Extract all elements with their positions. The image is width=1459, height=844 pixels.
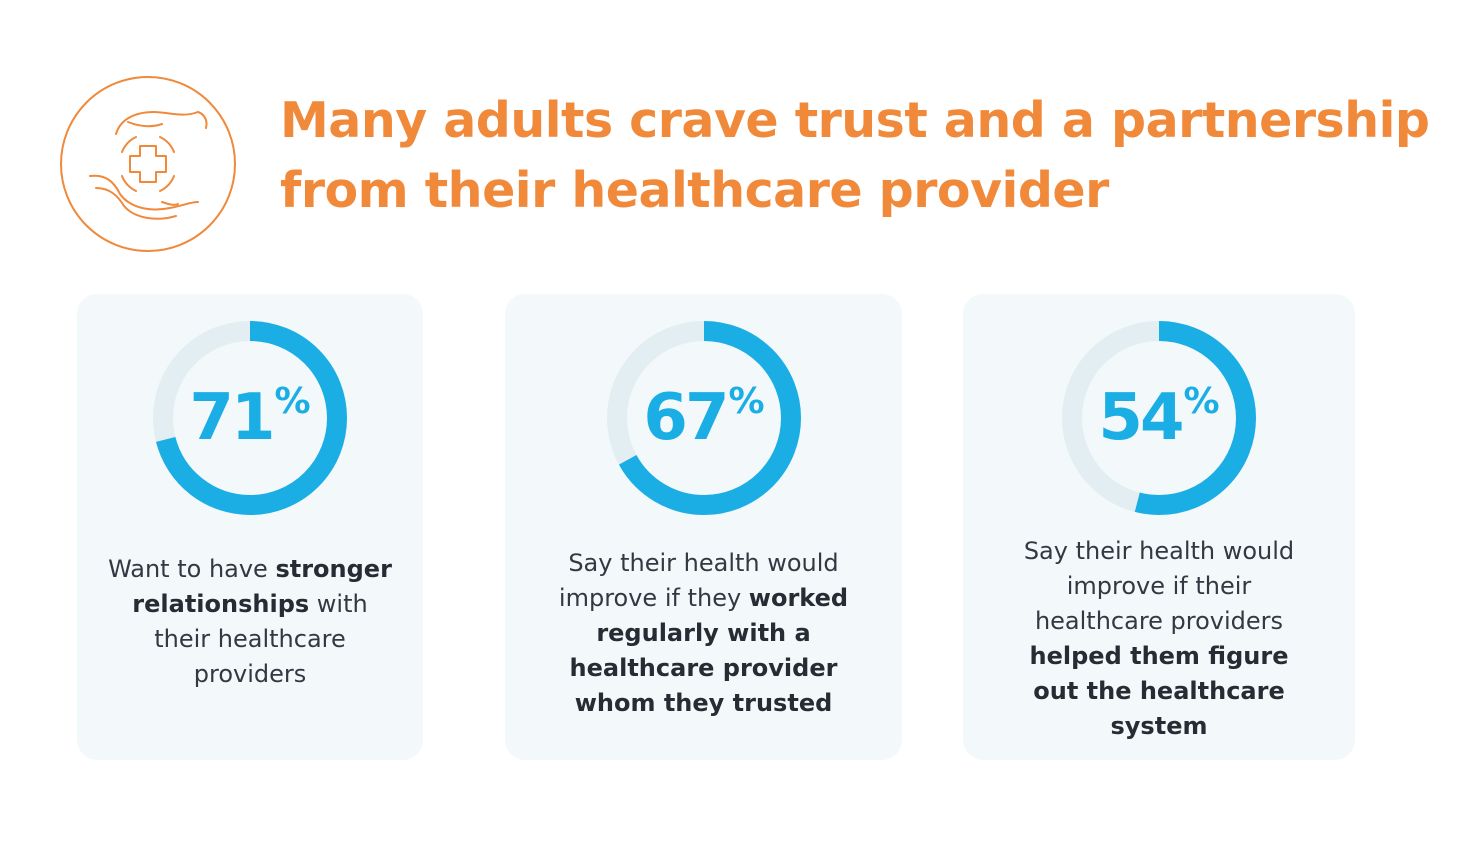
donut-value-arc-2 xyxy=(607,321,801,515)
percent-value-2: 67 xyxy=(643,381,729,455)
desc-1-part-1: Want to have xyxy=(108,555,276,583)
title-line-2: from their healthcare provider xyxy=(280,162,1109,219)
percent-value-3: 54 xyxy=(1098,381,1184,455)
percent-sign-1: % xyxy=(274,381,311,422)
stat-description-3: Say their health would improve if their … xyxy=(1009,534,1309,744)
desc-1-bold: stronger relationships xyxy=(132,555,392,618)
stat-card-3: 54% Say their health would improve if th… xyxy=(963,294,1355,760)
percent-label-3: 54% xyxy=(1061,381,1257,455)
desc-3-bold: helped them figure out the healthcare sy… xyxy=(1029,642,1289,740)
title-line-1: Many adults crave trust and a partnershi… xyxy=(280,92,1430,149)
hands-medical-cross-icon xyxy=(58,74,238,254)
stat-description-2: Say their health would improve if they w… xyxy=(557,546,850,721)
donut-svg-2 xyxy=(607,321,801,515)
desc-3-part-1: Say their health would improve if their … xyxy=(1023,537,1295,635)
donut-chart-3: 54% xyxy=(1061,320,1257,516)
desc-2-part-1: Say their health would improve if they xyxy=(558,549,839,612)
percent-label-1: 71% xyxy=(152,381,348,455)
donut-svg-1 xyxy=(153,321,347,515)
percent-sign-3: % xyxy=(1183,381,1220,422)
page-title: Many adults crave trust and a partnershi… xyxy=(280,86,1430,226)
percent-sign-2: % xyxy=(728,381,765,422)
stat-card-1: 71% Want to have stronger relationships … xyxy=(77,294,423,760)
stat-description-1: Want to have stronger relationships with… xyxy=(103,552,397,692)
donut-chart-2: 67% xyxy=(606,320,802,516)
donut-value-arc-1 xyxy=(153,321,347,515)
desc-1-part-2: with their healthcare providers xyxy=(154,590,368,688)
percent-label-2: 67% xyxy=(606,381,802,455)
donut-chart-1: 71% xyxy=(152,320,348,516)
percent-value-1: 71 xyxy=(189,381,275,455)
donut-svg-3 xyxy=(1062,321,1256,515)
donut-value-arc-3 xyxy=(1062,321,1256,515)
desc-2-bold: worked regularly with a healthcare provi… xyxy=(569,584,849,717)
stat-card-2: 67% Say their health would improve if th… xyxy=(505,294,902,760)
